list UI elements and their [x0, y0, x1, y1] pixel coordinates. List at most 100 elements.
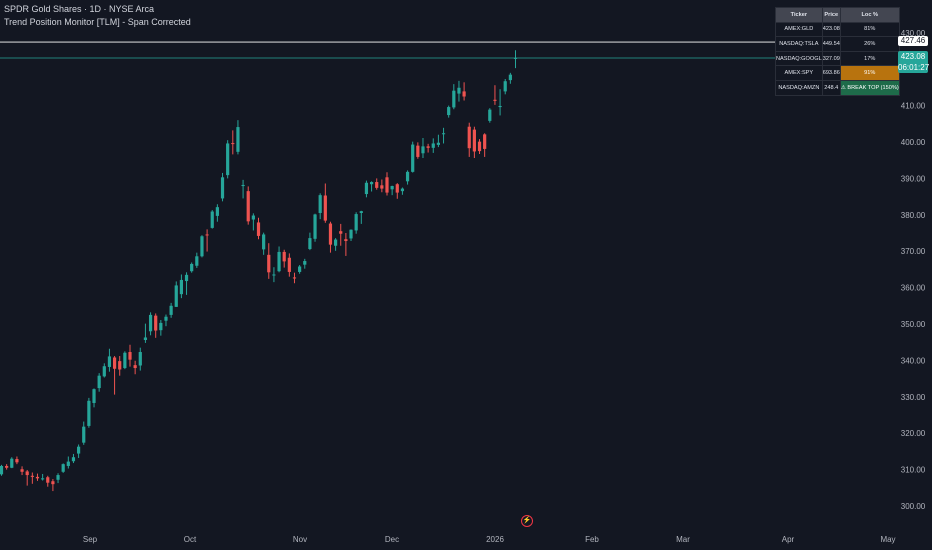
candle-body	[159, 322, 163, 331]
candle	[390, 185, 394, 196]
candle-body	[508, 74, 512, 81]
candle	[508, 72, 512, 84]
candle	[400, 187, 405, 195]
row-price: 693.86	[821, 65, 841, 81]
candle-body	[92, 389, 96, 403]
candle	[405, 170, 410, 185]
row-ticker: NASDAQ:GOOGL	[775, 50, 823, 67]
candle	[159, 319, 163, 336]
candle-body	[452, 90, 456, 108]
candle-body	[118, 361, 122, 370]
candle-body	[277, 251, 281, 272]
lightning-icon[interactable]: ⚡	[521, 515, 533, 527]
candle-body	[15, 459, 19, 463]
col-ticker: Ticker	[775, 7, 823, 23]
candle-body	[380, 185, 384, 189]
candle	[328, 221, 333, 253]
candle	[107, 348, 112, 372]
candle-body	[354, 214, 358, 231]
candle	[200, 235, 204, 258]
y-tick-label: 300.00	[901, 502, 926, 511]
candle	[462, 82, 466, 101]
candle	[133, 360, 137, 375]
candle-body	[411, 144, 415, 172]
candle-body	[102, 366, 106, 377]
row-ticker: AMEX:GLD	[775, 21, 823, 38]
row-loc: 91%	[839, 65, 900, 81]
current-price-label: 423.08 06:01:27	[898, 51, 930, 73]
candle	[513, 50, 518, 69]
candle-body	[488, 109, 492, 121]
y-tick-label: 360.00	[901, 284, 926, 293]
candle-body	[97, 375, 101, 389]
candle-body	[25, 471, 29, 476]
candle-body	[236, 127, 240, 152]
candle	[220, 172, 225, 202]
candle	[323, 183, 327, 223]
candle	[236, 120, 240, 155]
candle	[20, 466, 24, 476]
row-loc: 26%	[839, 36, 900, 52]
row-ticker: NASDAQ:TSLA	[775, 36, 823, 52]
table-row: AMEX:SPY 693.86 91%	[775, 65, 900, 81]
candle-body	[77, 446, 81, 454]
price-lines-layer	[0, 41, 898, 59]
candle	[66, 456, 70, 469]
candle	[452, 84, 456, 110]
candle-body	[112, 357, 117, 369]
candle	[354, 212, 358, 234]
candle-body	[375, 182, 379, 188]
last-price-label: 427.46	[898, 36, 928, 46]
candle	[82, 421, 86, 445]
candle-body	[231, 143, 235, 145]
candle	[426, 143, 430, 153]
time-axis: Sep Oct Nov Dec 2026 Feb Mar Apr May	[83, 535, 896, 544]
candle-body	[179, 279, 183, 295]
candle-body	[205, 234, 209, 236]
candle	[416, 142, 420, 159]
candle-body	[344, 239, 348, 242]
candle	[292, 272, 297, 284]
candle	[5, 464, 9, 470]
candles-layer	[0, 50, 518, 492]
symbol-title[interactable]: SPDR Gold Shares · 1D · NYSE Arca	[4, 4, 155, 14]
candle-body	[400, 188, 405, 192]
table-row: NASDAQ:AMZN 248.4 ⚠ BREAK TOP (150%)	[775, 79, 900, 96]
candle-body	[164, 316, 168, 321]
candle	[138, 347, 142, 371]
candle-body	[441, 133, 446, 135]
candle-body	[436, 142, 440, 145]
trend-position-table: Ticker Price Loc % AMEX:GLD 423.08 81% NAS…	[775, 7, 900, 96]
bar-countdown: 06:01:27	[898, 63, 930, 72]
candle-body	[190, 263, 194, 272]
row-ticker: AMEX:SPY	[775, 65, 823, 81]
candle	[457, 80, 461, 102]
row-price: 327.09	[821, 50, 841, 67]
indicator-title[interactable]: Trend Position Monitor [TLM] - Span Corr…	[4, 17, 191, 27]
candle	[256, 217, 261, 240]
y-tick-label: 400.00	[901, 138, 926, 147]
candle-body	[30, 475, 34, 477]
candle	[61, 463, 65, 473]
candle	[241, 179, 245, 199]
candle	[0, 464, 4, 476]
candle-body	[10, 458, 14, 468]
candle-body	[298, 266, 302, 272]
candle	[15, 456, 19, 465]
candle-body	[20, 469, 24, 472]
candle	[334, 238, 338, 251]
table-row: AMEX:GLD 423.08 81%	[775, 21, 900, 38]
candle	[123, 351, 127, 370]
candle-body	[272, 274, 276, 276]
x-tick-label: 2026	[486, 535, 504, 544]
candle	[287, 253, 291, 277]
y-tick-label: 390.00	[901, 174, 926, 183]
x-tick-label: Oct	[184, 535, 197, 544]
candle	[385, 172, 389, 196]
candle	[483, 133, 487, 157]
candle	[395, 183, 399, 199]
candle	[498, 89, 502, 116]
x-tick-label: Sep	[83, 535, 98, 544]
candle	[30, 472, 34, 484]
candle	[251, 213, 255, 231]
